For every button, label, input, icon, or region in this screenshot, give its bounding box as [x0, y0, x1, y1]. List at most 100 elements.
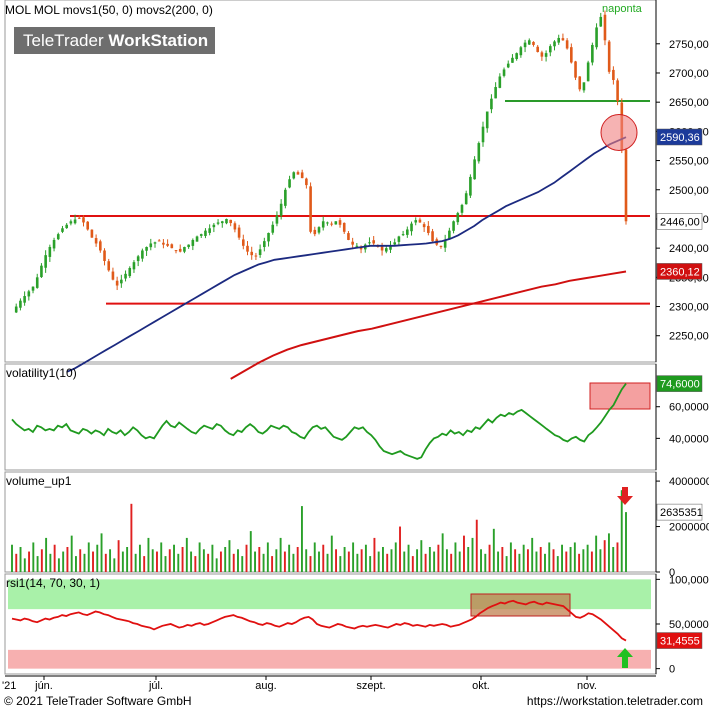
volume-bar: [347, 551, 350, 572]
volume-bar: [582, 549, 585, 572]
candle-body: [527, 40, 531, 45]
volume-bar: [326, 553, 329, 572]
period-label[interactable]: naponta: [602, 3, 642, 15]
volume-bar: [612, 547, 615, 572]
candle-body: [418, 219, 422, 223]
candle-body: [128, 267, 132, 277]
sell-arrow-icon: [617, 487, 633, 505]
candle-body: [31, 286, 35, 291]
candle-body: [296, 172, 300, 175]
candle-body: [494, 86, 497, 99]
volume-bar: [373, 537, 376, 572]
logo-part1: TeleTrader: [23, 31, 109, 50]
candle-body: [464, 193, 468, 205]
ma200-price-tag: 2360,12: [660, 266, 700, 278]
candle-body: [220, 221, 224, 224]
volume-bar: [83, 553, 86, 572]
volume-bar: [360, 549, 363, 572]
candle-body: [469, 176, 472, 196]
candle-body: [422, 224, 426, 228]
candle-body: [149, 243, 153, 248]
volume-bar: [28, 551, 31, 572]
candle-body: [216, 222, 220, 224]
volume-bar: [232, 553, 235, 572]
volume-bar: [569, 547, 572, 572]
volume-bar: [356, 553, 359, 572]
panel-frame-0: [4, 0, 657, 363]
candle-body: [191, 239, 195, 246]
candle-body: [490, 98, 493, 110]
volume-bar: [578, 553, 581, 572]
volatility-panel-label: volatility1(10): [6, 366, 77, 380]
time-tick-label: jún.: [34, 680, 53, 692]
candle-body: [330, 223, 333, 225]
candle-body: [14, 306, 18, 313]
volume-bar: [590, 551, 593, 572]
volume-bar: [143, 556, 146, 572]
candle-body: [44, 255, 47, 268]
candle-body: [86, 221, 90, 230]
volume-bar: [19, 547, 22, 572]
volume-bar: [241, 556, 244, 572]
candle-body: [591, 44, 594, 63]
volume-bar: [394, 542, 397, 572]
volume-bar: [113, 558, 116, 572]
volume-bar: [75, 556, 77, 572]
candle-body: [132, 262, 136, 270]
volume-bar: [160, 542, 163, 572]
volume-bar: [522, 544, 525, 572]
volume-bar: [258, 547, 261, 572]
candle-body: [56, 234, 60, 240]
candle-body: [73, 219, 77, 224]
volume-bar: [198, 542, 201, 572]
volume-bar: [364, 544, 367, 572]
volume-bar: [138, 544, 141, 572]
candle-body: [334, 221, 338, 225]
rsi-oversold-zone: [8, 649, 651, 669]
volume-bar: [411, 556, 414, 572]
volume-bar: [535, 551, 538, 572]
candle-body: [263, 241, 266, 248]
candle-body: [338, 220, 342, 225]
volume-bar: [573, 542, 576, 572]
volume-bar: [228, 540, 231, 572]
candle-body: [368, 242, 371, 244]
symbol-label: MOL MOL: [5, 3, 60, 17]
candle-body: [616, 80, 619, 102]
volume-bar: [484, 553, 487, 572]
volume-bar: [219, 551, 222, 572]
candle-body: [321, 221, 325, 228]
volume-bar: [501, 547, 504, 572]
volume-bar: [616, 542, 619, 572]
volume-bar: [126, 547, 129, 572]
footer-url[interactable]: https://workstation.teletrader.com: [526, 694, 703, 708]
candle-body: [157, 240, 161, 242]
candle-body: [523, 42, 527, 48]
volume-bar: [45, 537, 48, 572]
candle-body: [515, 53, 518, 59]
candle-body: [427, 225, 430, 233]
candle-body: [393, 242, 397, 245]
year-label: '21: [2, 680, 16, 692]
volume-bar: [266, 542, 269, 572]
candle-body: [82, 217, 85, 223]
candle-body: [35, 277, 39, 288]
volume-bar: [11, 544, 13, 572]
volume-bar: [505, 556, 508, 572]
time-tick-label: aug.: [255, 680, 276, 692]
volume-bar: [595, 535, 598, 572]
candle-body: [519, 47, 523, 56]
candle-body: [473, 159, 476, 180]
volume-bar: [518, 553, 521, 572]
candle-body: [141, 250, 144, 259]
candle-body: [241, 239, 245, 246]
candle-body: [94, 238, 98, 244]
volume-bar: [185, 537, 188, 572]
candle-body: [536, 46, 539, 52]
volume-bar: [237, 549, 239, 572]
candle-body: [540, 52, 544, 57]
candle-body: [271, 224, 275, 233]
volume-bar: [322, 544, 325, 572]
volume-bar: [300, 506, 303, 572]
candle-body: [557, 37, 561, 43]
